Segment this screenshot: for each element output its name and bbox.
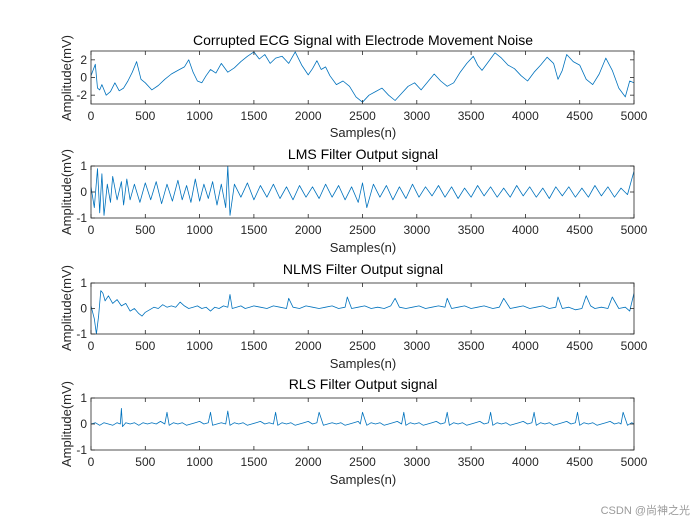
subplot-4-xtick-label: 4000 <box>512 455 539 469</box>
subplot-2-ylabel: Amplitude(mV) <box>59 149 74 235</box>
subplot-2-signal-line <box>91 166 634 216</box>
subplot-4-xtick-label: 1500 <box>241 455 268 469</box>
subplot-3-axes-frame <box>90 282 635 335</box>
subplot-2-xtick-label: 1500 <box>241 223 268 237</box>
subplot-4-ytick-label: -1 <box>76 443 87 457</box>
subplot-4-xtick-label: 0 <box>88 455 95 469</box>
subplot-3-xtick-label: 500 <box>135 339 155 353</box>
subplot-4-xtick-label: 5000 <box>621 455 648 469</box>
subplot-3-title: NLMS Filter Output signal <box>283 261 443 277</box>
subplot-1-xtick-label: 1500 <box>241 109 268 123</box>
subplot-1-ylabel: Amplitude(mV) <box>59 35 74 121</box>
subplot-1-ytick-label: -2 <box>76 88 87 102</box>
subplot-1-xtick-label: 3000 <box>403 109 430 123</box>
subplot-1-xtick-label: 1000 <box>186 109 213 123</box>
subplot-1-signal-line <box>91 51 634 103</box>
subplot-2-ytick-label: 0 <box>80 185 87 199</box>
subplot-3: NLMS Filter Output signal Samples(n) Amp… <box>59 261 648 371</box>
subplot-3-ytick-label: 0 <box>80 302 87 316</box>
subplot-4-signal-line <box>91 407 634 428</box>
subplot-1-xtick-label: 4500 <box>566 109 593 123</box>
subplot-2-xtick-label: 5000 <box>621 223 648 237</box>
subplot-1-xtick-label: 500 <box>135 109 155 123</box>
subplot-2-xtick-label: 2000 <box>295 223 322 237</box>
subplot-4-axes-frame <box>90 397 635 451</box>
subplot-1-ytick-label: 2 <box>80 53 87 67</box>
subplot-3-xtick-label: 1000 <box>186 339 213 353</box>
subplot-1-ytick-label: 0 <box>80 71 87 85</box>
subplot-4-ytick-label: 0 <box>80 417 87 431</box>
subplot-4-ylabel: Amplitude(mV) <box>59 381 74 467</box>
subplot-2-title: LMS Filter Output signal <box>288 146 438 162</box>
subplot-3-ytick-label: 1 <box>80 276 87 290</box>
subplot-4-xtick-label: 500 <box>135 455 155 469</box>
subplot-2-xlabel: Samples(n) <box>330 240 396 255</box>
subplot-2-xtick-label: 500 <box>135 223 155 237</box>
subplot-3-xtick-label: 4500 <box>566 339 593 353</box>
subplot-3-xtick-label: 3000 <box>403 339 430 353</box>
subplot-2-xtick-label: 3000 <box>403 223 430 237</box>
subplot-2-xtick-label: 3500 <box>458 223 485 237</box>
subplot-3-xtick-label: 5000 <box>621 339 648 353</box>
watermark: CSDN @尚神之光 <box>601 503 690 517</box>
subplot-1-xtick-label: 5000 <box>621 109 648 123</box>
subplot-1-axes-frame <box>90 50 635 105</box>
subplot-4: RLS Filter Output signal Samples(n) Ampl… <box>59 376 648 487</box>
subplot-1-xlabel: Samples(n) <box>330 125 396 140</box>
subplot-1-xtick-label: 0 <box>88 109 95 123</box>
subplot-4-xtick-label: 4500 <box>566 455 593 469</box>
subplot-3-xtick-label: 4000 <box>512 339 539 353</box>
subplot-3-xlabel: Samples(n) <box>330 356 396 371</box>
subplot-3-xtick-label: 2000 <box>295 339 322 353</box>
subplot-2-ytick-label: -1 <box>76 211 87 225</box>
subplot-4-xtick-label: 2500 <box>349 455 376 469</box>
subplot-2-xtick-label: 0 <box>88 223 95 237</box>
subplot-1-xtick-label: 2500 <box>349 109 376 123</box>
subplot-1-xtick-label: 4000 <box>512 109 539 123</box>
subplot-4-ytick-label: 1 <box>80 391 87 405</box>
subplot-4-xtick-label: 3000 <box>403 455 430 469</box>
subplot-1-title: Corrupted ECG Signal with Electrode Move… <box>193 32 533 48</box>
subplot-4-xlabel: Samples(n) <box>330 472 396 487</box>
subplot-2-ytick-label: 1 <box>80 159 87 173</box>
subplot-4-xtick-label: 2000 <box>295 455 322 469</box>
subplot-3-ytick-label: -1 <box>76 327 87 341</box>
subplot-1: Corrupted ECG Signal with Electrode Move… <box>59 32 648 140</box>
subplot-2: LMS Filter Output signal Samples(n) Ampl… <box>59 146 648 255</box>
subplot-3-xtick-label: 1500 <box>241 339 268 353</box>
subplot-4-title: RLS Filter Output signal <box>289 376 438 392</box>
subplot-2-xtick-label: 2500 <box>349 223 376 237</box>
subplot-3-signal-line <box>91 290 634 334</box>
subplot-4-xtick-label: 1000 <box>186 455 213 469</box>
subplot-3-xtick-label: 0 <box>88 339 95 353</box>
subplot-2-xtick-label: 4000 <box>512 223 539 237</box>
subplot-2-xtick-label: 4500 <box>566 223 593 237</box>
subplot-1-xtick-label: 2000 <box>295 109 322 123</box>
subplot-3-ylabel: Amplitude(mV) <box>59 265 74 351</box>
subplot-1-xtick-label: 3500 <box>458 109 485 123</box>
subplot-4-xtick-label: 3500 <box>458 455 485 469</box>
subplot-2-xtick-label: 1000 <box>186 223 213 237</box>
subplot-3-xtick-label: 3500 <box>458 339 485 353</box>
subplot-3-xtick-label: 2500 <box>349 339 376 353</box>
